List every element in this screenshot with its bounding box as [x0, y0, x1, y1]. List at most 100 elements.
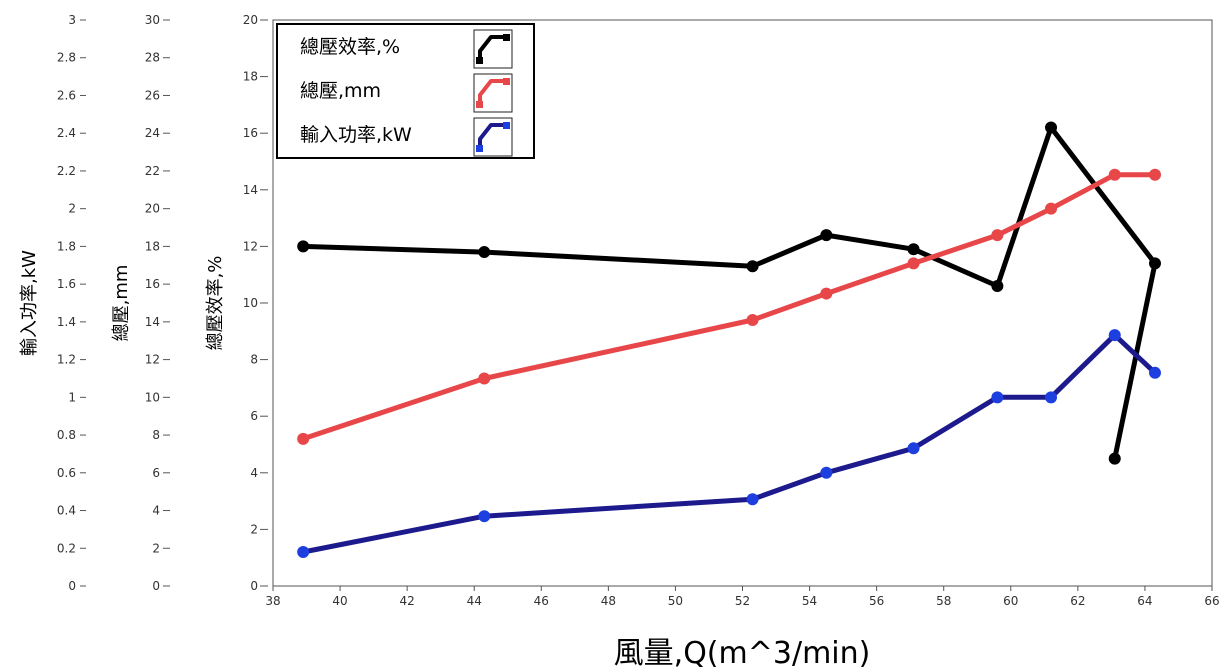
x-tick-label: 52 [735, 594, 750, 608]
series-3-point [1045, 391, 1058, 404]
pressure-tick-label: 18 [145, 239, 160, 253]
series-line-1 [300, 125, 1158, 462]
series-1-point [1045, 121, 1058, 134]
power-tick-label: 1.4 [57, 315, 76, 329]
series-2-point [478, 372, 491, 385]
power-tick-label: 2.4 [57, 126, 76, 140]
series-1-point [478, 246, 491, 259]
power-tick-label: 0.4 [57, 504, 76, 518]
pressure-axis-title: 總壓,mm [111, 265, 132, 342]
pressure-tick-label: 10 [145, 390, 160, 404]
efficiency-tick-label: 16 [243, 126, 258, 140]
series-1-point [991, 280, 1004, 293]
power-axis-title: 輸入功率,kW [19, 250, 40, 356]
power-tick-label: 0.2 [57, 541, 76, 555]
legend-swatch-line-1 [478, 35, 506, 61]
efficiency-tick-label: 2 [250, 522, 258, 536]
efficiency-tick-label: 18 [243, 70, 258, 84]
series-3-point [1108, 329, 1121, 342]
legend-label-2: 總壓,mm [300, 80, 381, 102]
pressure-tick-label: 30 [145, 13, 160, 27]
pressure-tick-label: 16 [145, 277, 160, 291]
pressure-tick-label: 28 [145, 51, 160, 65]
series-2-point [820, 287, 833, 300]
x-tick-label: 40 [332, 594, 347, 608]
series-2-point [746, 313, 759, 326]
legend-swatch-line-2 [478, 79, 506, 105]
efficiency-tick-label: 8 [250, 353, 258, 367]
series-3-point [1148, 366, 1161, 379]
pressure-tick-label: 12 [145, 353, 160, 367]
pressure-tick-label: 4 [152, 504, 160, 518]
x-tick-label: 48 [601, 594, 616, 608]
pressure-tick-label: 2 [152, 541, 160, 555]
power-tick-label: 0 [68, 579, 76, 593]
pressure-tick-label: 8 [152, 428, 160, 442]
pressure-tick-label: 26 [145, 88, 160, 102]
series-2-point [991, 229, 1004, 242]
series-3-point [907, 442, 920, 455]
x-tick-label: 66 [1204, 594, 1219, 608]
power-tick-label: 0.6 [57, 466, 76, 480]
x-axis-title: 風量,Q(m^3/min) [614, 636, 871, 670]
series-3-point [820, 466, 833, 479]
x-tick-label: 50 [668, 594, 683, 608]
legend-swatch-marker-2 [476, 101, 483, 108]
x-tick-label: 60 [1003, 594, 1018, 608]
efficiency-tick-label: 20 [243, 13, 258, 27]
pressure-tick-label: 20 [145, 202, 160, 216]
power-tick-label: 1.8 [57, 239, 76, 253]
series-2-point [1045, 202, 1058, 215]
legend-swatch-marker-1 [476, 57, 483, 64]
legend-swatch-marker-3 [503, 122, 510, 129]
pressure-tick-label: 22 [145, 164, 160, 178]
legend: 總壓效率,% 總壓,mm 輸入功率,kW [276, 23, 535, 159]
series-1-point [746, 260, 759, 273]
series-2-point [297, 432, 310, 445]
series-3-point [746, 493, 759, 506]
series-1-point [297, 240, 310, 253]
pressure-tick-label: 6 [152, 466, 160, 480]
x-tick-label: 56 [869, 594, 884, 608]
legend-swatch-marker-1 [503, 34, 510, 41]
power-tick-label: 2.6 [57, 88, 76, 102]
x-tick-label: 44 [467, 594, 482, 608]
pressure-tick-label: 24 [145, 126, 160, 140]
efficiency-tick-label: 10 [243, 296, 258, 310]
x-tick-label: 42 [400, 594, 415, 608]
series-3-point [991, 391, 1004, 404]
x-tick-label: 58 [936, 594, 951, 608]
series-2-point [1108, 168, 1121, 181]
series-3-point [297, 546, 310, 559]
efficiency-tick-label: 0 [250, 579, 258, 593]
legend-label-1: 總壓效率,% [300, 36, 400, 58]
legend-swatch-line-3 [478, 123, 506, 149]
power-tick-label: 2.8 [57, 51, 76, 65]
x-tick-label: 38 [265, 594, 280, 608]
x-tick-label: 62 [1070, 594, 1085, 608]
efficiency-tick-label: 4 [250, 466, 258, 480]
series-1-point [1108, 452, 1121, 465]
legend-label-3: 輸入功率,kW [300, 124, 412, 146]
power-tick-label: 2 [68, 202, 76, 216]
legend-swatch-marker-2 [503, 78, 510, 85]
x-tick-label: 46 [534, 594, 549, 608]
series-2-point [1148, 168, 1161, 181]
series-1-point [1148, 257, 1161, 270]
legend-swatch-marker-3 [476, 145, 483, 152]
power-tick-label: 3 [68, 13, 76, 27]
series-1-point [820, 229, 833, 242]
series-3-point [478, 510, 491, 523]
series-line-3 [300, 332, 1158, 555]
power-tick-label: 0.8 [57, 428, 76, 442]
efficiency-tick-label: 6 [250, 409, 258, 423]
series-2-point [907, 257, 920, 270]
power-tick-label: 1.2 [57, 353, 76, 367]
x-tick-label: 64 [1137, 594, 1152, 608]
pressure-tick-label: 14 [145, 315, 160, 329]
efficiency-tick-label: 14 [243, 183, 258, 197]
pressure-tick-label: 0 [152, 579, 160, 593]
efficiency-axis-title: 總壓效率,% [205, 256, 226, 351]
